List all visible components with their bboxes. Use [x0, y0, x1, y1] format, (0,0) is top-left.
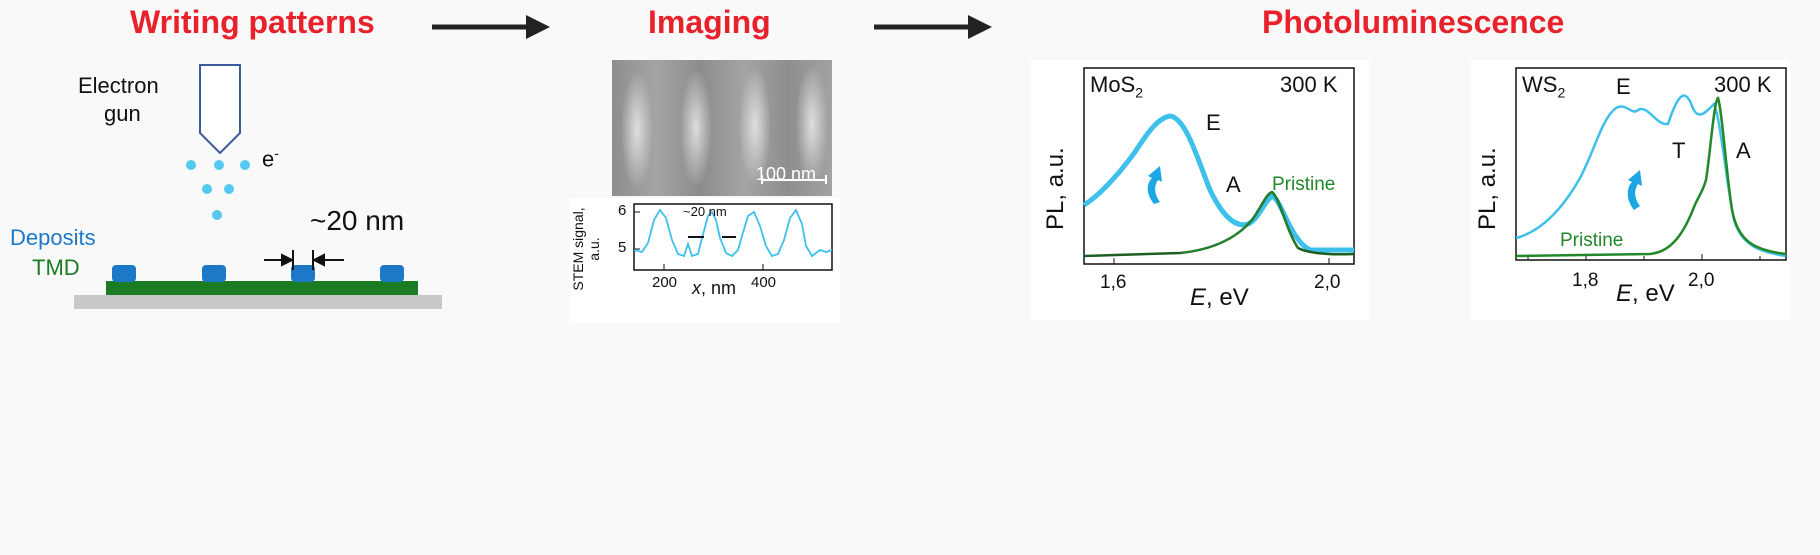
spacing-marker-icon	[264, 250, 344, 270]
scalebar-label: 100 nm	[756, 164, 817, 184]
mos2-pristine-overlay	[1179, 191, 1299, 254]
electron-gun-label: Electron	[78, 73, 159, 98]
mos2-ylabel: PL, a.u.	[1042, 147, 1069, 230]
profile-ytick-5: 5	[618, 239, 627, 256]
mos2-peak-a: A	[1226, 172, 1241, 197]
deposits	[112, 265, 404, 282]
electron-gun-icon	[199, 64, 241, 155]
ws2-material: WS2	[1522, 72, 1566, 101]
ws2-xtick-1-8: 1,8	[1572, 270, 1599, 291]
arrow-right-icon	[432, 15, 550, 39]
mos2-xlabel: E, eV	[1190, 284, 1249, 311]
profile-ytick-6: 6	[618, 202, 627, 219]
tmd-layer	[106, 281, 418, 295]
ws2-xtick-2-0: 2,0	[1688, 270, 1715, 291]
stem-image: 100 nm	[612, 60, 832, 196]
profile-xlabel: x, nm	[692, 278, 737, 298]
curved-up-arrow-icon	[1147, 166, 1162, 204]
profile-xtick-400: 400	[751, 274, 777, 291]
electron-dots	[186, 160, 250, 220]
electron-gun-label-2: gun	[104, 101, 141, 126]
tmd-label: TMD	[32, 255, 80, 280]
ws2-pl-chart	[1515, 67, 1787, 261]
title-photoluminescence: Photoluminescence	[1262, 4, 1565, 40]
ws2-ylabel: PL, a.u.	[1474, 147, 1501, 230]
profile-spacing-label: ~20 nm	[683, 204, 727, 219]
mos2-material: MoS2	[1090, 72, 1144, 101]
ws2-peak-t: T	[1672, 138, 1686, 163]
mos2-pl-chart	[1082, 67, 1355, 265]
substrate	[74, 295, 442, 309]
ws2-xlabel: E, eV	[1616, 280, 1675, 307]
curved-up-arrow-icon	[1627, 170, 1642, 210]
profile-xtick-200: 200	[652, 274, 678, 291]
ws2-pristine-label: Pristine	[1560, 230, 1624, 251]
ws2-temperature: 300 K	[1714, 72, 1772, 97]
mos2-temperature: 300 K	[1280, 72, 1338, 97]
stem-profile-chart	[633, 203, 833, 271]
stem-profile-line	[633, 208, 833, 258]
mos2-xtick-1-6: 1,6	[1100, 272, 1127, 293]
ws2-pl-panel: WS2 300 K E T A Pristine PL, a.u. 1,8 2,…	[1470, 60, 1790, 320]
profile-ylabel: STEM signal, a.u.	[570, 207, 602, 291]
mos2-e-spectrum	[1082, 113, 1354, 253]
deposits-label: Deposits	[10, 225, 96, 250]
title-writing-patterns: Writing patterns	[130, 4, 375, 40]
mos2-pl-panel: MoS2 300 K E A Pristine PL, a.u. 1,6 2,0…	[1030, 60, 1370, 320]
title-imaging: Imaging	[648, 4, 771, 40]
arrow-right-icon	[874, 15, 992, 39]
scalebar-icon	[761, 175, 827, 184]
spacing-label: ~20 nm	[310, 205, 405, 236]
mos2-xtick-2-0: 2,0	[1314, 272, 1341, 293]
mos2-pristine-label: Pristine	[1272, 174, 1336, 195]
mos2-peak-e: E	[1206, 110, 1221, 135]
ws2-pristine-spectrum	[1515, 96, 1787, 258]
writing-diagram	[74, 64, 442, 309]
ws2-peak-a: A	[1736, 138, 1751, 163]
ws2-peak-e: E	[1616, 74, 1631, 99]
electron-symbol: e-	[262, 145, 279, 172]
writing-panel: Electron gun e- ~20 nm Deposits TMD	[0, 55, 450, 325]
stem-profile-panel: ~20 nm 6 5 200 400 x, nm STEM signal, a.…	[570, 198, 840, 323]
